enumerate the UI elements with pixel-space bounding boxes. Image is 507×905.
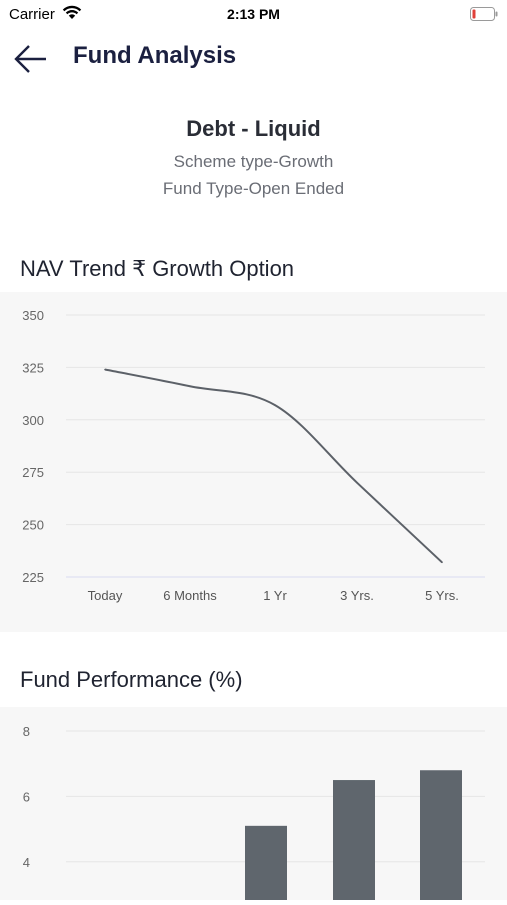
carrier-label: Carrier	[9, 6, 55, 23]
nav-y-tick-label: 300	[22, 413, 44, 428]
status-bar: Carrier 2:13 PM	[0, 0, 507, 28]
nav-y-tick-label: 350	[22, 308, 44, 323]
page-title: Fund Analysis	[73, 42, 237, 69]
back-button[interactable]	[12, 42, 48, 76]
nav-data-point	[356, 481, 358, 484]
perf-bar	[245, 825, 287, 905]
nav-trend-chart: 225 250 275 300 325 350 Today 6 Months 1 Yr 3 Yrs…	[0, 292, 507, 632]
nav-y-tick-label: 250	[22, 518, 44, 533]
nav-x-tick-label: Today	[88, 588, 123, 603]
nav-trend-title: NAV Trend ₹ Growth Option	[20, 256, 295, 281]
nav-data-point	[104, 368, 106, 371]
nav-y-tick-label: 325	[22, 360, 44, 375]
nav-x-tick-label: 6 Months	[163, 588, 217, 603]
perf-bar	[420, 770, 462, 905]
fund-type: Fund Type-Open Ended	[162, 179, 345, 198]
nav-y-tick-label: 275	[22, 465, 44, 480]
arrow-left-icon	[14, 45, 46, 73]
battery-low-icon	[470, 7, 498, 25]
perf-y-tick-label: 8	[23, 724, 30, 739]
perf-y-tick-label: 6	[23, 789, 30, 804]
nav-data-point	[441, 561, 443, 564]
nav-x-tick-label: 1 Yr	[263, 588, 287, 603]
nav-x-tick-label: 3 Yrs.	[340, 588, 374, 603]
fund-info: Debt - Liquid Scheme type-Growth Fund Ty…	[0, 112, 507, 199]
fund-performance-title: Fund Performance (%)	[20, 667, 243, 692]
nav-series-line	[104, 368, 443, 564]
nav-data-point	[274, 404, 276, 406]
fund-name: Debt - Liquid	[186, 116, 321, 141]
fund-performance-chart: 4 6 8	[0, 707, 507, 905]
perf-bar	[333, 780, 375, 905]
nav-y-tick-label: 225	[22, 570, 44, 585]
perf-y-tick-label: 4	[23, 855, 30, 870]
nav-data-point	[189, 385, 191, 388]
nav-x-tick-label: 5 Yrs.	[425, 588, 459, 603]
scheme-type: Scheme type-Growth	[173, 152, 334, 171]
nav-trend-svg: 225 250 275 300 325 350 Today 6 Months 1 Yr 3 Yrs…	[22, 308, 485, 603]
wifi-icon	[62, 5, 82, 24]
status-time: 2:13 PM	[227, 6, 280, 22]
fund-performance-svg: 4 6 8	[23, 724, 485, 905]
app-header: Fund Analysis	[0, 30, 507, 86]
